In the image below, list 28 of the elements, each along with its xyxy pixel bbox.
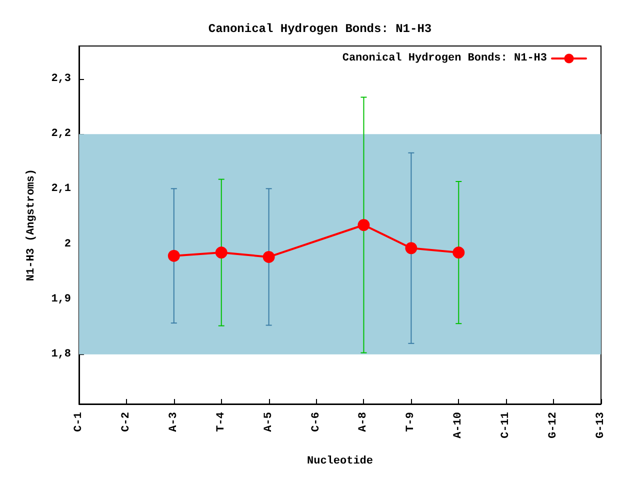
point [262,250,275,263]
y-tick-label: 2,3 [51,73,72,86]
x-tick-label: A-5 [262,412,275,432]
x-tick-label: A-10 [452,412,465,438]
y-tick-label: 2 [64,238,71,250]
y-tick-label: 1,9 [51,293,71,306]
point [452,246,465,259]
point [168,250,180,262]
x-axis-title: Nucleotide [306,456,374,468]
x-tick-label: C-11 [500,412,512,438]
x-tick-label: G-13 [595,412,607,438]
legend-label: Canonical Hydrogen Bonds: N1-H3 [342,52,548,64]
point [358,219,370,231]
x-tick-label: T-9 [405,412,418,432]
y-tick-label: 1,8 [51,348,72,360]
point [215,246,228,259]
y-tick-label: 2,1 [51,183,72,196]
point [405,242,418,254]
x-tick-label: G-12 [548,412,560,438]
x-tick-label: C-6 [310,412,322,432]
y-axis-title: N1-H3 (Angstroms) [26,168,38,282]
chart-title: Canonical Hydrogen Bonds: N1-H3 [208,22,432,36]
x-tick-label: C-1 [73,412,85,432]
y-tick-label: 2,2 [51,128,71,140]
x-tick-label: A-3 [168,412,180,432]
x-tick-label: C-2 [120,412,132,432]
x-tick-label: A-8 [358,412,370,432]
x-tick-label: T-4 [215,412,228,432]
